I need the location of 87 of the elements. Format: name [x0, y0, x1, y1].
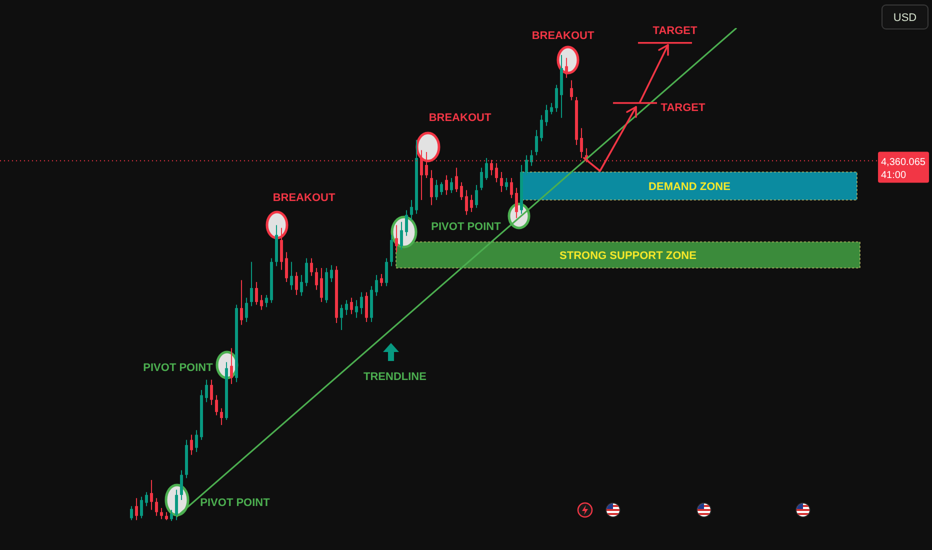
ref-line-label: TARGET [660, 102, 706, 114]
candlestick [480, 167, 483, 191]
candlestick [170, 509, 173, 521]
candlestick [280, 227, 283, 270]
candlestick [305, 258, 308, 287]
candlestick [245, 297, 248, 323]
candlestick [355, 300, 358, 318]
candlestick [145, 492, 148, 507]
candlestick [340, 304, 343, 330]
candlestick [510, 178, 513, 199]
candlestick [260, 294, 263, 310]
candlestick [205, 379, 208, 403]
candlestick [220, 408, 223, 426]
candlestick [175, 489, 178, 521]
candlestick [130, 506, 133, 521]
candlestick [320, 267, 323, 302]
candlestick [570, 80, 573, 101]
candlestick [240, 280, 243, 326]
candlestick [405, 210, 408, 236]
candlestick [375, 274, 378, 296]
candlestick [485, 158, 488, 180]
candlestick [410, 199, 413, 220]
candlestick [470, 194, 473, 213]
candlestick [155, 498, 158, 516]
candlestick [550, 102, 553, 115]
candlestick [135, 498, 138, 521]
candlestick [180, 470, 183, 501]
candlestick [435, 179, 438, 200]
candlestick [580, 128, 583, 159]
candlestick [300, 274, 303, 296]
candlestick [255, 281, 258, 306]
candlestick [400, 221, 403, 250]
candlestick [440, 182, 443, 196]
text: 4,360.065 [881, 156, 926, 168]
candlestick [530, 150, 533, 166]
candlestick [555, 84, 558, 112]
candlestick [445, 174, 448, 196]
candlestick [515, 187, 518, 219]
annotation: PIVOT POINT [431, 221, 502, 233]
annotation: PIVOT POINT [200, 497, 270, 509]
candlestick [250, 261, 253, 307]
candlestick [290, 261, 293, 290]
candlestick [565, 57, 568, 78]
candlestick [365, 292, 368, 323]
candlestick [190, 434, 193, 456]
candlestick [215, 394, 218, 416]
candlestick [345, 300, 348, 316]
candlestick [505, 178, 508, 191]
candlestick [390, 234, 393, 267]
candlestick [545, 104, 548, 126]
candlestick [430, 170, 433, 206]
candlestick [460, 182, 463, 200]
candlestick [535, 130, 538, 156]
candlestick [380, 274, 383, 287]
candlestick [195, 430, 198, 453]
candlestick [330, 264, 333, 282]
annotation: PIVOT POINT [143, 362, 214, 374]
annotation: BREAKOUT [272, 192, 336, 204]
band-label: STRONG SUPPORT ZONE [560, 250, 696, 262]
candlestick [540, 114, 543, 142]
text: BREAKOUT [532, 30, 594, 42]
candlestick [140, 496, 143, 519]
candlestick [315, 267, 318, 290]
candlestick [160, 507, 163, 520]
annotation: BREAKOUT [428, 112, 492, 124]
candlestick [395, 224, 398, 253]
band-label: DEMAND ZONE [648, 180, 730, 193]
candlestick [295, 272, 298, 296]
candlestick [285, 252, 288, 282]
candlestick [385, 258, 388, 287]
candlestick [150, 479, 153, 510]
y-axis-title: USD [893, 12, 917, 24]
candlestick [500, 171, 503, 193]
candlestick [465, 190, 468, 216]
candlestick [210, 379, 213, 406]
candlestick [350, 297, 353, 315]
candlestick [525, 154, 528, 176]
annotation: TRENDLINE [364, 371, 426, 383]
candlestick [230, 348, 233, 385]
text: 41:00 [881, 170, 906, 181]
candlestick [310, 258, 313, 276]
ref-line-label: TARGET [652, 25, 698, 37]
candlestick [265, 294, 268, 308]
candlestick [455, 167, 458, 193]
candlestick [475, 184, 478, 208]
candlestick [360, 292, 363, 315]
candlestick [450, 178, 453, 194]
